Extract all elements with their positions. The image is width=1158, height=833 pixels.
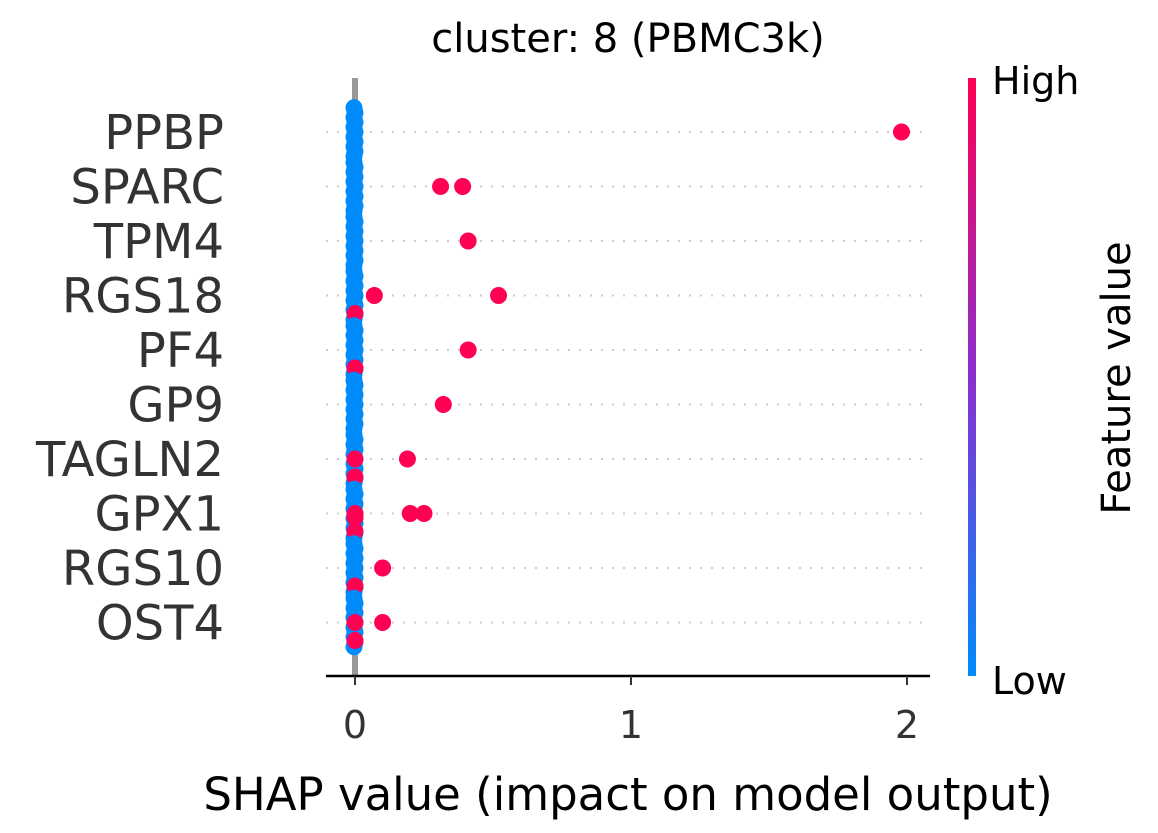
shap-point-outlier: [374, 559, 392, 577]
shap-point-high: [346, 305, 364, 322]
shap-point-high: [346, 450, 364, 468]
x-axis-label: SHAP value (impact on model output): [203, 768, 1052, 821]
feature-label: RGS18: [62, 269, 224, 325]
x-tick-label: 0: [343, 703, 367, 747]
feature-label: SPARC: [70, 160, 224, 216]
chart-title: cluster: 8 (PBMC3k): [431, 16, 825, 62]
shap-point-outlier: [398, 450, 416, 468]
shap-point-outlier: [434, 396, 452, 413]
shap-point-high: [346, 632, 364, 649]
x-axis: 0 1 2: [326, 674, 930, 747]
feature-rows: PPBPSPARCTPM4RGS18PF4GP9TAGLN2GPX1RGS10O…: [35, 105, 930, 652]
feature-label: RGS10: [62, 541, 224, 597]
shap-point-outlier: [459, 232, 477, 250]
shap-point-high: [346, 614, 364, 631]
feature-label: PPBP: [104, 105, 224, 161]
x-tick-label: 2: [895, 703, 919, 747]
shap-point-outlier: [459, 341, 477, 359]
shap-point-high: [346, 509, 364, 526]
colorbar-title: Feature value: [1094, 241, 1140, 514]
feature-label: GP9: [127, 378, 224, 434]
shap-point-outlier: [365, 287, 383, 304]
shap-point-outlier: [401, 505, 419, 522]
feature-label: GPX1: [94, 487, 224, 543]
shap-point-outlier: [415, 505, 433, 522]
shap-point-high: [346, 523, 364, 540]
feature-label: PF4: [137, 323, 224, 379]
shap-point-outlier: [490, 287, 508, 304]
colorbar-high-label: High: [992, 59, 1079, 103]
x-tick-label: 1: [619, 703, 643, 747]
shap-point-outlier: [432, 178, 450, 195]
colorbar-low-label: Low: [992, 659, 1067, 703]
feature-label: TAGLN2: [35, 432, 224, 488]
feature-label: OST4: [96, 596, 224, 652]
shap-point-high: [346, 468, 364, 486]
colorbar: [968, 78, 976, 676]
shap-point-outlier: [892, 123, 910, 141]
shap-point-outlier: [454, 178, 472, 195]
feature-label: TPM4: [93, 214, 224, 270]
shap-point-outlier: [374, 614, 392, 631]
shap-points: [345, 99, 910, 656]
shap-point-high: [346, 577, 364, 595]
shap-point-high: [346, 359, 364, 377]
